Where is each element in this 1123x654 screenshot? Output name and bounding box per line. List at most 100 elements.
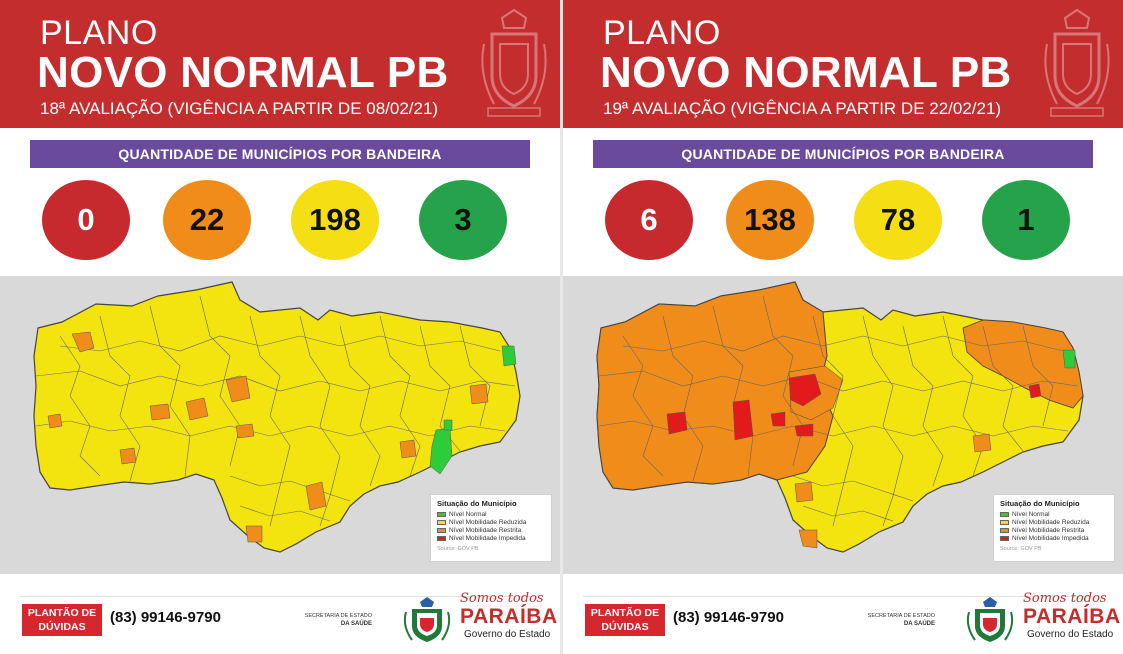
- yellow-swatch: [437, 519, 446, 525]
- secretaria-line2: DA SAÚDE: [903, 621, 935, 627]
- flag-counts: 6 138 78 1: [563, 180, 1123, 264]
- legend-source: Source: GOV PB: [1000, 546, 1042, 552]
- yellow-flag-count: 78: [854, 180, 942, 260]
- green-swatch: [437, 511, 446, 517]
- plantao-button[interactable]: PLANTÃO DE DÚVIDAS: [585, 604, 665, 636]
- municipality-map: Situação do Município Nível Normal Nível…: [563, 276, 1123, 574]
- governo-label: Governo do Estado: [1027, 629, 1114, 640]
- orange-municipality: [235, 423, 255, 439]
- panel-18th-evaluation: PLANO NOVO NORMAL PB 18ª AVALIAÇÃO (VIGÊ…: [0, 0, 560, 654]
- municipal-borders: [598, 295, 1079, 527]
- green-municipality: [501, 345, 517, 367]
- green-flag-count: 1: [982, 180, 1070, 260]
- secretaria-line2-wrap: DA SAÚDE: [863, 620, 935, 628]
- municipality-map: Situação do Município Nível Normal Nível…: [0, 276, 560, 574]
- state-outline: [33, 281, 521, 553]
- counts-banner: QUANTIDADE DE MUNICÍPIOS POR BANDEIRA: [593, 140, 1093, 168]
- legend-label: Nível Mobilidade Reduzida: [449, 519, 527, 526]
- footer: PLANTÃO DE DÚVIDAS (83) 99146-9790 SECRE…: [0, 588, 560, 654]
- red-municipality: [732, 399, 754, 441]
- state-crest-icon: [966, 597, 1014, 642]
- legend-label: Nível Mobilidade Impedida: [1012, 535, 1089, 542]
- somos-todos-tagline: Somos todos: [1023, 591, 1107, 606]
- paraiba-map-svg: [33, 281, 521, 553]
- panel-divider: [560, 0, 563, 654]
- map-legend: Situação do Município Nível Normal Nível…: [993, 494, 1115, 562]
- paraiba-map-svg: [596, 281, 1084, 553]
- red-municipality: [794, 423, 814, 437]
- page-title: NOVO NORMAL PB: [37, 48, 449, 97]
- orange-municipality: [119, 447, 137, 465]
- somos-todos-tagline: Somos todos: [460, 591, 544, 606]
- plan-label: PLANO: [603, 14, 721, 52]
- legend-title: Situação do Município: [1000, 499, 1080, 508]
- orange-municipality: [972, 433, 992, 453]
- counts-banner: QUANTIDADE DE MUNICÍPIOS POR BANDEIRA: [30, 140, 530, 168]
- legend-label: Nível Normal: [1012, 511, 1050, 518]
- orange-municipality: [469, 383, 489, 405]
- yellow-flag-count: 198: [291, 180, 379, 260]
- map-legend: Situação do Município Nível Normal Nível…: [430, 494, 552, 562]
- paraiba-wordmark: PARAÍBA: [1023, 605, 1121, 628]
- flag-counts: 0 22 198 3: [0, 180, 560, 264]
- red-swatch: [437, 535, 446, 541]
- paraiba-wordmark: PARAÍBA: [460, 605, 558, 628]
- secretaria-label: SECRETARIA DE ESTADO DA SAÚDE: [300, 612, 372, 628]
- secretaria-line1: SECRETARIA DE ESTADO: [304, 613, 372, 619]
- red-municipality: [788, 373, 822, 407]
- header: PLANO NOVO NORMAL PB 18ª AVALIAÇÃO (VIGÊ…: [0, 0, 560, 128]
- green-flag-count: 3: [419, 180, 507, 260]
- legend-item-normal: Nível Normal: [1000, 511, 1108, 519]
- legend-label: Nível Normal: [449, 511, 487, 518]
- legend-item-impedida: Nível Mobilidade Impedida: [1000, 535, 1108, 543]
- page-title: NOVO NORMAL PB: [600, 48, 1012, 97]
- orange-municipality: [185, 397, 209, 421]
- footer-divider: [583, 596, 1103, 597]
- green-swatch: [1000, 511, 1009, 517]
- plantao-button[interactable]: PLANTÃO DE DÚVIDAS: [22, 604, 102, 636]
- state-seal-watermark: [481, 8, 547, 117]
- orange-municipality: [149, 403, 171, 421]
- red-flag-count: 6: [605, 180, 693, 260]
- legend-item-restrita: Nível Mobilidade Restrita: [437, 527, 545, 535]
- orange-municipality: [245, 525, 263, 543]
- orange-swatch: [437, 527, 446, 533]
- plan-label: PLANO: [40, 14, 158, 52]
- yellow-swatch: [1000, 519, 1009, 525]
- legend-item-restrita: Nível Mobilidade Restrita: [1000, 527, 1108, 535]
- green-municipality: [443, 419, 453, 431]
- orange-swatch: [1000, 527, 1009, 533]
- legend-title: Situação do Município: [437, 499, 517, 508]
- red-municipality: [1028, 383, 1042, 399]
- legend-label: Nível Mobilidade Impedida: [449, 535, 526, 542]
- state-crest-icon: [403, 597, 451, 642]
- legend-label: Nível Mobilidade Restrita: [1012, 527, 1085, 534]
- secretaria-line1: SECRETARIA DE ESTADO: [867, 613, 935, 619]
- phone-number[interactable]: (83) 99146-9790: [110, 609, 221, 626]
- phone-number[interactable]: (83) 99146-9790: [673, 609, 784, 626]
- orange-municipality: [794, 481, 814, 503]
- legend-label: Nível Mobilidade Reduzida: [1012, 519, 1090, 526]
- panel-19th-evaluation: PLANO NOVO NORMAL PB 19ª AVALIAÇÃO (VIGÊ…: [563, 0, 1123, 654]
- orange-flag-count: 138: [726, 180, 814, 260]
- secretaria-label: SECRETARIA DE ESTADO DA SAÚDE: [863, 612, 935, 628]
- orange-municipality: [305, 481, 327, 511]
- legend-item-reduzida: Nível Mobilidade Reduzida: [437, 519, 545, 527]
- orange-municipality: [71, 331, 95, 353]
- secretaria-line2-wrap: DA SAÚDE: [300, 620, 372, 628]
- evaluation-subtitle: 18ª AVALIAÇÃO (VIGÊNCIA A PARTIR DE 08/0…: [40, 99, 439, 118]
- orange-flag-count: 22: [163, 180, 251, 260]
- secretaria-line2: DA SAÚDE: [340, 621, 372, 627]
- state-seal-watermark: [1044, 8, 1110, 117]
- red-municipality: [770, 411, 786, 427]
- orange-municipality: [47, 413, 63, 429]
- orange-municipality: [225, 375, 251, 403]
- orange-municipality: [798, 529, 818, 549]
- header: PLANO NOVO NORMAL PB 19ª AVALIAÇÃO (VIGÊ…: [563, 0, 1123, 128]
- footer-divider: [20, 596, 540, 597]
- legend-item-reduzida: Nível Mobilidade Reduzida: [1000, 519, 1108, 527]
- evaluation-subtitle: 19ª AVALIAÇÃO (VIGÊNCIA A PARTIR DE 22/0…: [603, 99, 1002, 118]
- governo-label: Governo do Estado: [464, 629, 551, 640]
- orange-municipality: [399, 439, 417, 459]
- legend-item-impedida: Nível Mobilidade Impedida: [437, 535, 545, 543]
